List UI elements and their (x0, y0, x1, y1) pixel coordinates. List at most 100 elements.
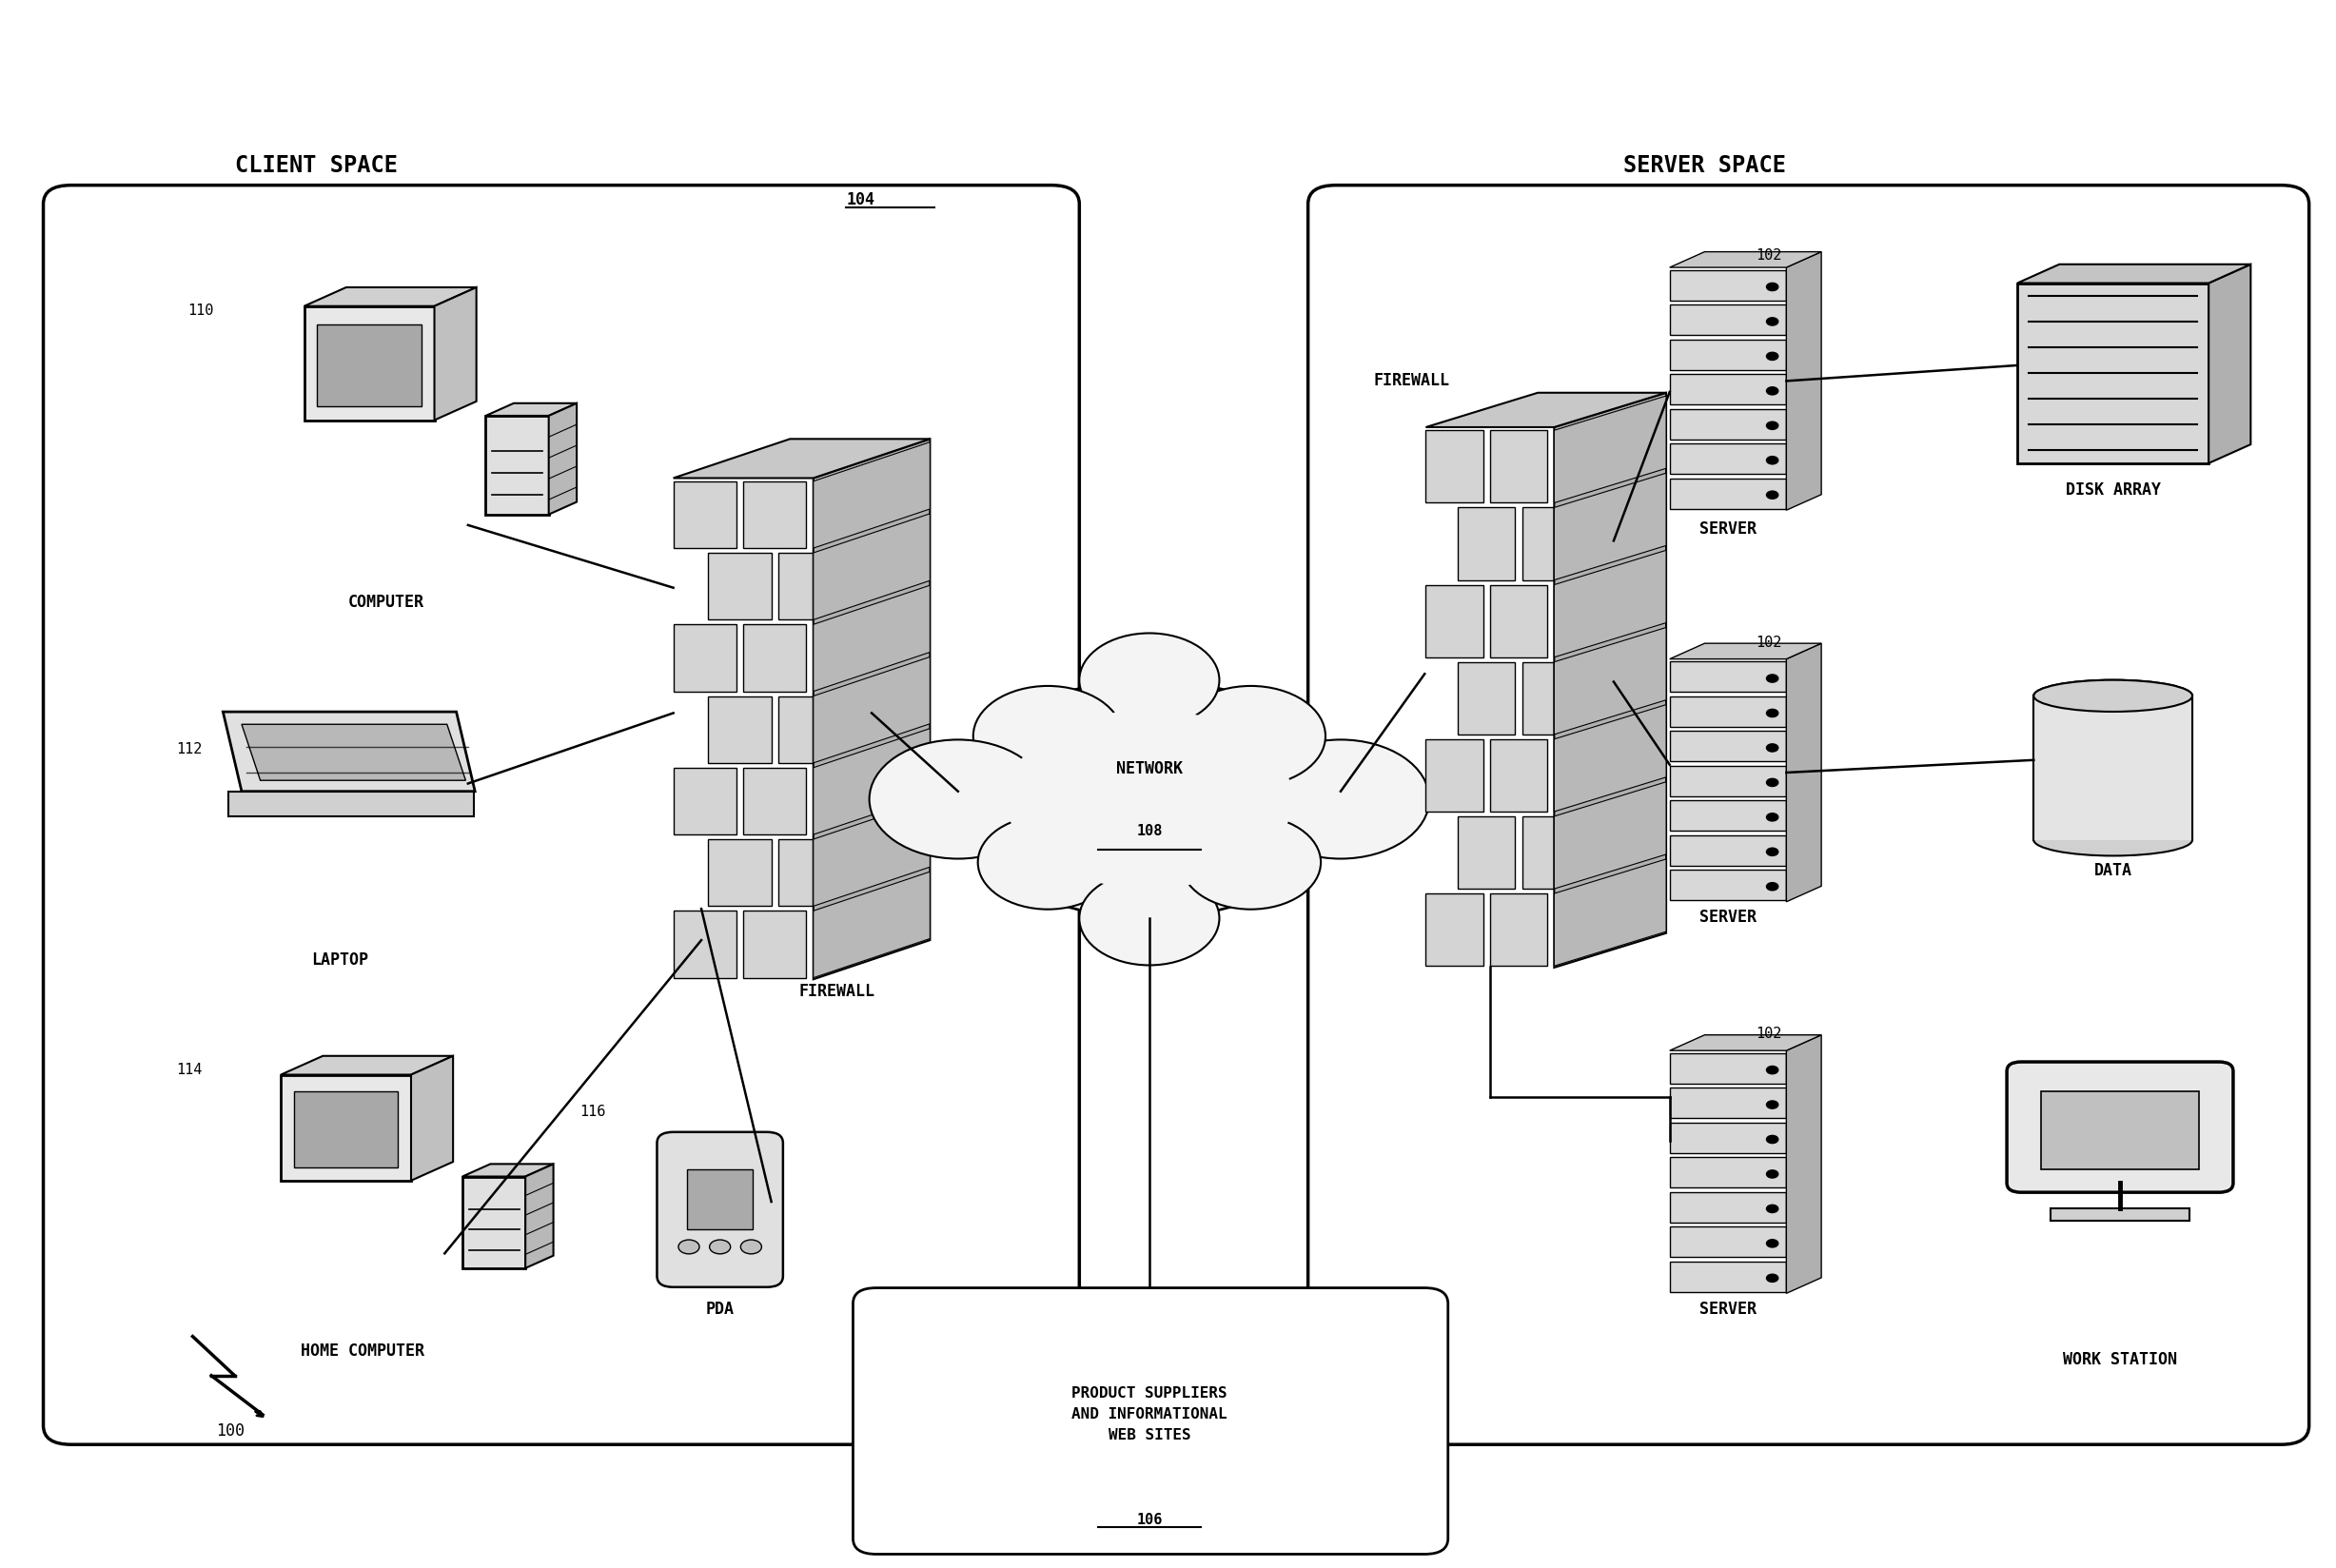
Circle shape (979, 815, 1119, 909)
FancyBboxPatch shape (1670, 375, 1787, 405)
Polygon shape (434, 289, 477, 420)
FancyBboxPatch shape (778, 840, 841, 906)
Polygon shape (1553, 859, 1666, 966)
Circle shape (1766, 814, 1778, 822)
Circle shape (1252, 740, 1430, 859)
FancyBboxPatch shape (778, 696, 841, 764)
Polygon shape (813, 442, 930, 549)
FancyBboxPatch shape (1425, 431, 1483, 503)
Ellipse shape (2035, 681, 2194, 712)
Polygon shape (813, 872, 930, 978)
Ellipse shape (958, 681, 1341, 919)
Text: PRODUCT SUPPLIERS
AND INFORMATIONAL
WEB SITES: PRODUCT SUPPLIERS AND INFORMATIONAL WEB … (1072, 1385, 1226, 1441)
Polygon shape (813, 439, 930, 980)
Circle shape (1766, 848, 1778, 856)
FancyBboxPatch shape (1670, 1226, 1787, 1258)
FancyBboxPatch shape (708, 840, 771, 906)
Circle shape (1766, 353, 1778, 361)
FancyBboxPatch shape (1670, 870, 1787, 900)
Polygon shape (813, 657, 930, 764)
FancyBboxPatch shape (1670, 696, 1787, 728)
FancyBboxPatch shape (1670, 731, 1787, 762)
Circle shape (1766, 1240, 1778, 1248)
Circle shape (1766, 492, 1778, 500)
FancyBboxPatch shape (2035, 696, 2194, 840)
FancyBboxPatch shape (743, 481, 806, 549)
Circle shape (1766, 1101, 1778, 1109)
Circle shape (1766, 1275, 1778, 1283)
Text: DATA: DATA (2093, 861, 2133, 878)
FancyBboxPatch shape (1670, 478, 1787, 510)
Polygon shape (2018, 265, 2250, 284)
Ellipse shape (2035, 825, 2194, 856)
Text: 110: 110 (187, 303, 215, 317)
FancyBboxPatch shape (1670, 1088, 1787, 1118)
Polygon shape (1553, 629, 1666, 735)
Text: 116: 116 (579, 1104, 605, 1118)
Circle shape (1766, 710, 1778, 718)
FancyBboxPatch shape (708, 554, 771, 621)
Polygon shape (1670, 1035, 1822, 1051)
Circle shape (1766, 883, 1778, 891)
Text: CLIENT SPACE: CLIENT SPACE (234, 154, 397, 177)
FancyBboxPatch shape (1670, 801, 1787, 831)
Text: SERVER SPACE: SERVER SPACE (1624, 154, 1785, 177)
Text: 108: 108 (1135, 823, 1163, 837)
FancyBboxPatch shape (2018, 284, 2208, 464)
Ellipse shape (2035, 681, 2194, 712)
Ellipse shape (1007, 710, 1292, 889)
Text: 100: 100 (215, 1422, 245, 1439)
Circle shape (1079, 872, 1219, 966)
FancyBboxPatch shape (1523, 817, 1579, 889)
FancyBboxPatch shape (1490, 431, 1546, 503)
FancyBboxPatch shape (1670, 1054, 1787, 1083)
FancyBboxPatch shape (1670, 836, 1787, 866)
FancyBboxPatch shape (673, 626, 736, 691)
FancyBboxPatch shape (1670, 1262, 1787, 1292)
FancyBboxPatch shape (673, 911, 736, 978)
Text: FIREWALL: FIREWALL (799, 982, 874, 999)
FancyBboxPatch shape (1458, 662, 1516, 735)
Polygon shape (1553, 394, 1666, 967)
FancyBboxPatch shape (1523, 662, 1579, 735)
Circle shape (869, 740, 1047, 859)
FancyBboxPatch shape (743, 768, 806, 836)
FancyBboxPatch shape (1458, 817, 1516, 889)
FancyBboxPatch shape (1670, 340, 1787, 370)
FancyBboxPatch shape (656, 1132, 783, 1287)
Polygon shape (222, 712, 474, 792)
Circle shape (1766, 422, 1778, 430)
Polygon shape (304, 289, 477, 307)
Text: PDA: PDA (705, 1300, 734, 1317)
FancyBboxPatch shape (304, 307, 434, 420)
FancyBboxPatch shape (1670, 1157, 1787, 1189)
FancyBboxPatch shape (1670, 409, 1787, 441)
Circle shape (677, 1240, 698, 1254)
FancyBboxPatch shape (743, 911, 806, 978)
Polygon shape (486, 405, 577, 417)
FancyBboxPatch shape (463, 1176, 526, 1269)
FancyBboxPatch shape (1670, 271, 1787, 301)
Text: 102: 102 (1757, 1025, 1782, 1041)
FancyBboxPatch shape (743, 626, 806, 691)
FancyBboxPatch shape (687, 1170, 752, 1229)
FancyBboxPatch shape (1425, 585, 1483, 657)
Circle shape (1766, 779, 1778, 787)
Text: 104: 104 (846, 191, 874, 209)
Circle shape (1766, 284, 1778, 292)
Polygon shape (1553, 474, 1666, 580)
FancyBboxPatch shape (318, 325, 420, 408)
Polygon shape (1787, 252, 1822, 511)
Polygon shape (241, 724, 465, 781)
Text: 102: 102 (1757, 635, 1782, 649)
Polygon shape (411, 1057, 453, 1181)
Polygon shape (280, 1057, 453, 1076)
Text: 112: 112 (175, 742, 203, 756)
Text: HOME COMPUTER: HOME COMPUTER (301, 1342, 425, 1359)
FancyBboxPatch shape (1670, 306, 1787, 336)
Circle shape (1180, 815, 1320, 909)
Text: 102: 102 (1757, 248, 1782, 262)
FancyBboxPatch shape (1670, 1123, 1787, 1154)
FancyBboxPatch shape (1670, 444, 1787, 475)
FancyBboxPatch shape (2007, 1062, 2233, 1193)
